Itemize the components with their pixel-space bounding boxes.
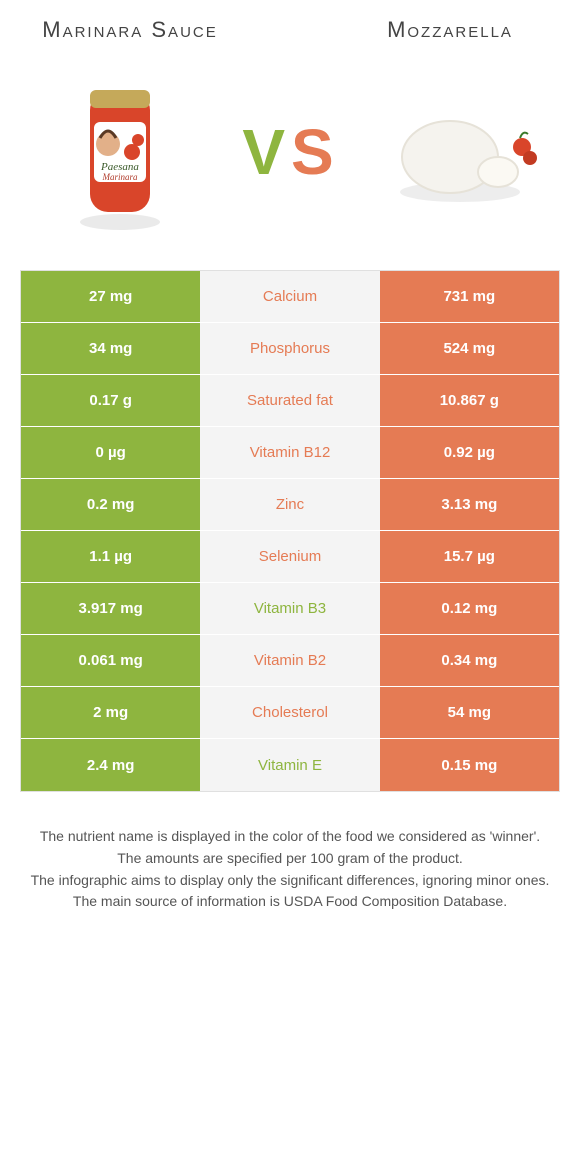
right-value: 15.7 µg	[380, 531, 559, 582]
left-value: 27 mg	[21, 271, 200, 322]
table-row: 3.917 mgVitamin B30.12 mg	[21, 583, 559, 635]
table-row: 0.2 mgZinc3.13 mg	[21, 479, 559, 531]
right-value: 0.92 µg	[380, 427, 559, 478]
right-value: 54 mg	[380, 687, 559, 738]
comparison-table: 27 mgCalcium731 mg34 mgPhosphorus524 mg0…	[20, 270, 560, 792]
nutrient-label: Vitamin B12	[200, 427, 379, 478]
right-value: 0.34 mg	[380, 635, 559, 686]
left-food-image: Paesana Marinara	[30, 62, 210, 242]
table-row: 1.1 µgSelenium15.7 µg	[21, 531, 559, 583]
right-value: 731 mg	[380, 271, 559, 322]
left-value: 2 mg	[21, 687, 200, 738]
table-row: 27 mgCalcium731 mg	[21, 271, 559, 323]
right-value: 0.12 mg	[380, 583, 559, 634]
right-value: 3.13 mg	[380, 479, 559, 530]
left-value: 0.2 mg	[21, 479, 200, 530]
table-row: 0 µgVitamin B120.92 µg	[21, 427, 559, 479]
right-value: 524 mg	[380, 323, 559, 374]
footnote-line: The main source of information is USDA F…	[28, 891, 552, 913]
nutrient-label: Selenium	[200, 531, 379, 582]
table-row: 0.061 mgVitamin B20.34 mg	[21, 635, 559, 687]
footnote-line: The infographic aims to display only the…	[28, 870, 552, 892]
nutrient-label: Vitamin B2	[200, 635, 379, 686]
vs-letter-v: V	[242, 115, 289, 189]
left-value: 0 µg	[21, 427, 200, 478]
footnote-line: The nutrient name is displayed in the co…	[28, 826, 552, 848]
left-value: 2.4 mg	[21, 739, 200, 791]
right-value: 10.867 g	[380, 375, 559, 426]
left-value: 0.061 mg	[21, 635, 200, 686]
title-row: Marinara Sauce Mozzarella	[20, 18, 560, 42]
nutrient-label: Cholesterol	[200, 687, 379, 738]
vs-letter-s: S	[291, 115, 338, 189]
footnote-line: The amounts are specified per 100 gram o…	[28, 848, 552, 870]
left-food-title: Marinara Sauce	[30, 18, 230, 42]
right-value: 0.15 mg	[380, 739, 559, 791]
right-food-title: Mozzarella	[350, 18, 550, 42]
infographic-root: Marinara Sauce Mozzarella Paesana Marina…	[0, 0, 580, 933]
table-row: 2.4 mgVitamin E0.15 mg	[21, 739, 559, 791]
nutrient-label: Zinc	[200, 479, 379, 530]
nutrient-label: Vitamin E	[200, 739, 379, 791]
image-row: Paesana Marinara V S	[20, 62, 560, 270]
right-food-image	[370, 62, 550, 242]
nutrient-label: Calcium	[200, 271, 379, 322]
table-row: 0.17 gSaturated fat10.867 g	[21, 375, 559, 427]
table-row: 2 mgCholesterol54 mg	[21, 687, 559, 739]
table-row: 34 mgPhosphorus524 mg	[21, 323, 559, 375]
footnotes: The nutrient name is displayed in the co…	[20, 826, 560, 913]
svg-text:Marinara: Marinara	[101, 172, 138, 182]
left-value: 34 mg	[21, 323, 200, 374]
vs-label: V S	[242, 115, 337, 189]
nutrient-label: Saturated fat	[200, 375, 379, 426]
left-value: 0.17 g	[21, 375, 200, 426]
left-value: 1.1 µg	[21, 531, 200, 582]
nutrient-label: Phosphorus	[200, 323, 379, 374]
nutrient-label: Vitamin B3	[200, 583, 379, 634]
left-value: 3.917 mg	[21, 583, 200, 634]
